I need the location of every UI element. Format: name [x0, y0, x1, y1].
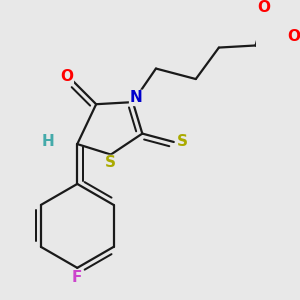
- Text: O: O: [60, 69, 73, 84]
- Text: F: F: [72, 270, 83, 285]
- Text: O: O: [257, 0, 271, 15]
- Text: OH: OH: [287, 28, 300, 44]
- Text: H: H: [41, 134, 54, 149]
- Text: N: N: [130, 90, 142, 105]
- Text: S: S: [105, 155, 116, 170]
- Text: S: S: [177, 134, 188, 149]
